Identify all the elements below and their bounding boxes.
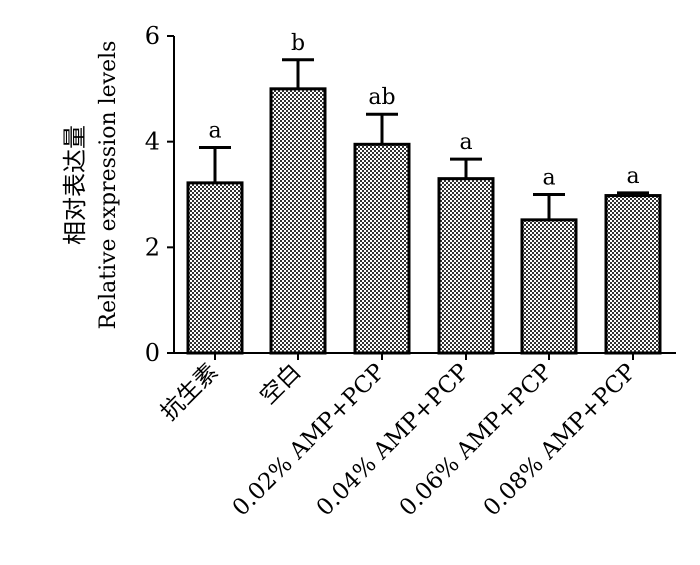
bar (437, 177, 495, 355)
y-tick-label: 0 (145, 339, 160, 367)
y-tick-label: 6 (145, 22, 160, 50)
y-tick-label: 4 (145, 128, 160, 156)
significance-label: ab (368, 85, 395, 110)
bar (269, 87, 327, 355)
y-tick-label: 2 (145, 233, 160, 261)
x-tick-label: 抗生素 (156, 359, 223, 426)
y-ticks: 0 2 4 6 (145, 22, 174, 367)
x-tick-label: 0.04% AMP+PCP (312, 359, 475, 522)
y-axis-title-cn: 相对表达量 (61, 125, 89, 245)
significance-label: a (459, 130, 472, 155)
bar (520, 218, 578, 355)
significance-label: a (542, 166, 555, 191)
y-axis-title-en: Relative expression levels (96, 41, 121, 330)
x-tick-label: 0.02% AMP+PCP (228, 359, 391, 522)
significance-label: a (208, 118, 221, 143)
significance-label: b (291, 31, 305, 56)
bar (186, 181, 244, 355)
bar (604, 194, 662, 355)
significance-label: a (626, 164, 639, 189)
x-tick-label: 0.08% AMP+PCP (479, 359, 642, 522)
y-axis-title: 相对表达量 Relative expression levels (61, 41, 121, 330)
bar (353, 142, 411, 355)
x-tick-label: 空白 (255, 359, 306, 410)
x-tick-label: 0.06% AMP+PCP (395, 359, 558, 522)
